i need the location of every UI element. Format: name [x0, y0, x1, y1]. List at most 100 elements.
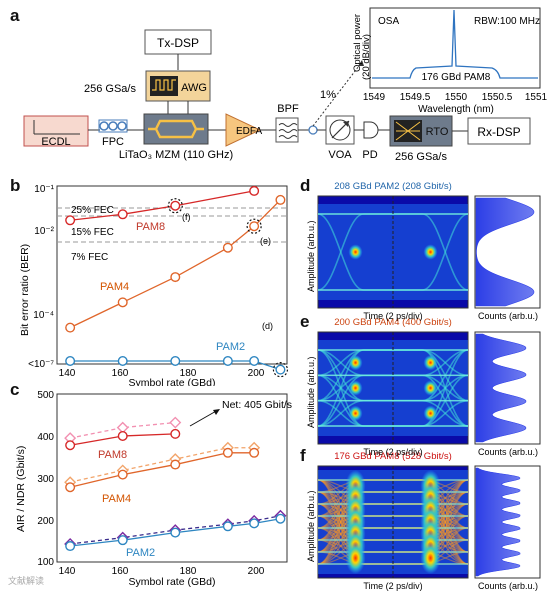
fec-25-label: 25% FEC	[71, 205, 114, 216]
ber-xtick: 200	[248, 368, 265, 379]
osa-xtick: 1550.5	[482, 92, 513, 103]
eye-e-ylabel: Amplitude (arb.u.)	[306, 356, 316, 428]
osa-spectrum-trace	[372, 9, 538, 79]
ber-chart: 25% FEC 15% FEC 7% FEC 10⁻¹ 10⁻² 10⁻⁴ <1…	[19, 184, 289, 386]
air-line-pam8	[70, 421, 176, 439]
hist-e-xlabel: Counts (arb.u.)	[478, 447, 538, 457]
ber-point-pam8	[65, 215, 76, 226]
hist-d-xlabel: Counts (arb.u.)	[478, 311, 538, 321]
eye-e-traces-crossing	[423, 405, 438, 422]
ndr-point-pam8	[170, 428, 181, 439]
ber-point-pam8	[117, 209, 128, 220]
setup-diagram: Tx-DSP AWG 256 GSa/s ECDL FPC LiTaO₃ MZM…	[23, 7, 548, 163]
ber-point-pam4	[249, 221, 260, 232]
ber-xticks: 140 160 180 200	[59, 368, 265, 379]
net-arrow	[189, 409, 219, 427]
air-yticks: 500 400 300 200 100	[37, 390, 54, 568]
ndr-point-pam8	[65, 440, 76, 451]
air-xtick: 140	[59, 566, 76, 577]
air-series-group	[64, 416, 287, 552]
hist-e-bars	[475, 333, 527, 443]
air-xtick: 180	[180, 566, 197, 577]
eye-e-title: 200 GBd PAM4 (400 Gbit/s)	[334, 317, 452, 328]
ber-series-group	[65, 185, 289, 378]
hist-f-xlabel: Counts (arb.u.)	[478, 581, 538, 591]
ndr-point-pam2	[222, 521, 233, 532]
ber-yticks: 10⁻¹ 10⁻² 10⁻⁴ <10⁻⁷	[28, 184, 55, 370]
ber-highlight-marker	[167, 198, 183, 214]
eye-e-traces-crossing	[423, 380, 438, 396]
hist-d-bars	[475, 197, 535, 307]
eye-e-traces	[317, 340, 469, 436]
tx-dsp-box	[144, 29, 212, 55]
osa-ylabel-units: (20 dB/div)	[361, 34, 372, 80]
ber-ytick: 10⁻¹	[34, 184, 54, 195]
edfa-icon	[225, 113, 262, 147]
ber-pam2-label: PAM2	[216, 341, 245, 353]
osa-signal-label: 176 GBd PAM8	[422, 72, 491, 83]
edfa-label: EDFA	[236, 126, 262, 137]
fec-7-label: 7% FEC	[71, 252, 108, 263]
rto-rate: 256 GSa/s	[395, 151, 447, 163]
ber-point-pam2	[222, 355, 233, 366]
eye-f-traces-crossing	[420, 542, 441, 574]
rx-dsp-label: Rx-DSP	[477, 125, 520, 139]
ndr-point-pam4	[117, 469, 128, 480]
ndr-point-pam2	[249, 518, 260, 529]
ber-line-pam4	[69, 199, 281, 329]
osa-xtick: 1549.5	[400, 92, 431, 103]
panel-label-e: e	[300, 312, 310, 331]
voa-label: VOA	[328, 149, 352, 161]
ber-point-pam4	[222, 242, 233, 253]
osa-ylabel: Optical power	[352, 14, 363, 72]
ber-highlight-marker	[246, 218, 262, 234]
ndr-point-pam4	[170, 459, 181, 470]
eye-e-traces-crossing	[423, 354, 438, 371]
osa-xtick: 1549	[363, 92, 386, 103]
ber-xtick: 140	[59, 368, 76, 379]
marker-d-label: (d)	[262, 321, 273, 331]
tap-coupler-icon	[308, 125, 318, 135]
air-ytick: 100	[37, 557, 54, 568]
eye-d-xlabel: Time (2 ps/div)	[363, 311, 422, 321]
air-ytick: 300	[37, 474, 54, 485]
panel-label-c: c	[10, 380, 20, 399]
ber-ytick: <10⁻⁷	[28, 359, 54, 370]
ber-point-pam4	[65, 322, 76, 333]
air-ytick: 400	[37, 432, 54, 443]
eye-d-traces-crossing	[348, 244, 363, 260]
fpc-icon	[98, 119, 128, 133]
pd-label: PD	[362, 149, 377, 161]
ber-xlabel: Symbol rate (GBd)	[129, 377, 216, 386]
panel-label-f: f	[300, 446, 306, 465]
ber-ytick: 10⁻⁴	[33, 310, 54, 321]
eye-d-traces-crossing	[423, 244, 438, 260]
ber-point-pam2	[117, 355, 128, 366]
ber-pam8-label: PAM8	[136, 221, 165, 233]
air-chart: 500 400 300 200 100 140 160 180 200 Symb…	[15, 390, 292, 588]
ecdl-box	[23, 115, 89, 147]
ndr-point-pam2	[117, 535, 128, 546]
ber-point-pam4	[117, 297, 128, 308]
ndr-point-pam2	[170, 527, 181, 538]
osa-xticks: 1549 1549.5 1550 1550.5 1551	[363, 92, 548, 103]
ndr-point-pam2	[65, 541, 76, 552]
ber-point-pam8	[170, 200, 181, 211]
ndr-point-pam4	[65, 482, 76, 493]
bpf-label: BPF	[277, 103, 299, 115]
eye-f-traces-crossing	[345, 542, 366, 574]
ber-ylabel: Bit error ratio (BER)	[19, 244, 31, 336]
mzm-label: LiTaO₃ MZM (110 GHz)	[119, 149, 233, 161]
osa-rbw: RBW:100 MHz	[474, 16, 540, 27]
ber-point-pam2	[249, 355, 260, 366]
eye-f-title: 176 GBd PAM8 (528 Gbit/s)	[334, 451, 452, 462]
air-pam4-label: PAM4	[102, 493, 131, 505]
ber-pam4-label: PAM4	[100, 281, 129, 293]
eye-e-traces-crossing	[348, 380, 363, 396]
air-xtick: 160	[112, 566, 129, 577]
air-pam2-label: PAM2	[126, 547, 155, 559]
panel-label-d: d	[300, 176, 311, 195]
ndr-point-pam2	[275, 513, 286, 524]
ber-xtick: 180	[180, 368, 197, 379]
fec-15-label: 15% FEC	[71, 227, 114, 238]
